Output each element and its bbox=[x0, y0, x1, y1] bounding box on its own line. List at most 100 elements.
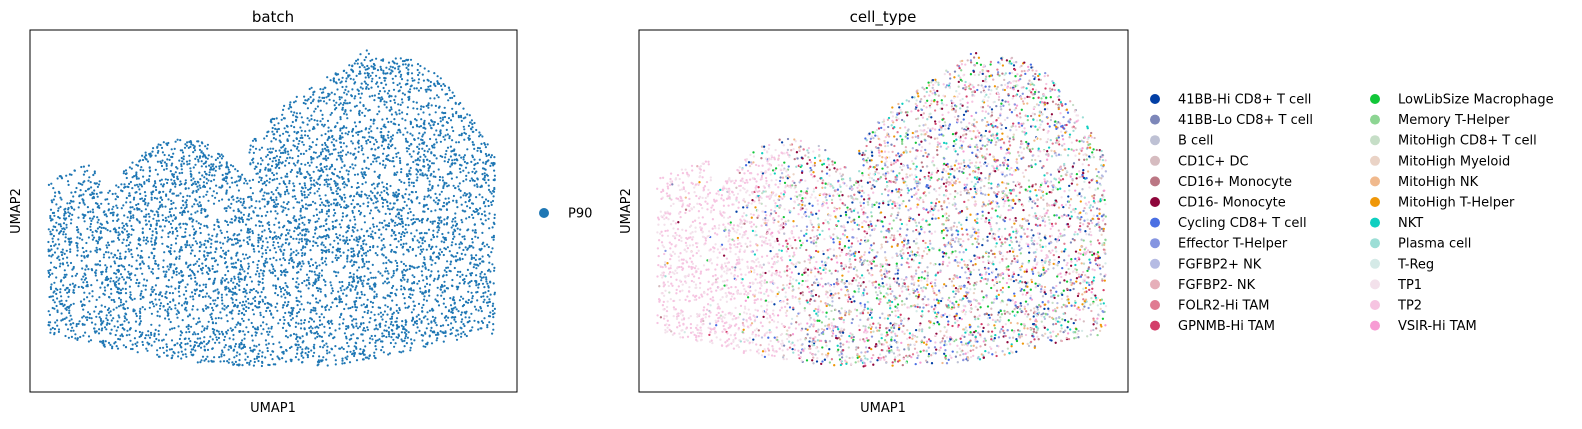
batch-scatter-point bbox=[138, 160, 141, 163]
batch-scatter-point bbox=[162, 259, 165, 262]
batch-scatter-point bbox=[439, 140, 442, 143]
batch-scatter-point bbox=[177, 290, 180, 293]
batch-scatter-point bbox=[455, 176, 458, 179]
batch-scatter-point bbox=[64, 240, 67, 243]
batch-scatter-point bbox=[303, 182, 306, 185]
batch-scatter-point bbox=[107, 341, 111, 344]
batch-scatter-point bbox=[307, 193, 310, 196]
batch-scatter-point bbox=[488, 255, 491, 258]
batch-scatter-point bbox=[382, 282, 385, 285]
batch-scatter-point bbox=[131, 187, 134, 190]
batch-scatter-point bbox=[438, 105, 441, 108]
batch-scatter-point bbox=[207, 360, 210, 363]
batch-scatter-point bbox=[231, 317, 234, 320]
batch-scatter-point bbox=[151, 268, 154, 271]
batch-scatter-point bbox=[131, 343, 134, 346]
batch-scatter-point bbox=[163, 225, 166, 228]
batch-scatter-point bbox=[141, 306, 144, 309]
batch-scatter-point bbox=[411, 282, 414, 285]
batch-scatter-point bbox=[333, 180, 336, 183]
batch-scatter-point bbox=[425, 232, 428, 235]
batch-scatter-point bbox=[304, 246, 307, 249]
batch-scatter-point bbox=[464, 316, 467, 319]
batch-scatter-point bbox=[427, 322, 430, 325]
batch-scatter-point bbox=[273, 117, 276, 121]
batch-scatter-point bbox=[410, 338, 413, 341]
batch-scatter-point bbox=[484, 219, 487, 222]
batch-scatter-point bbox=[194, 262, 197, 265]
batch-scatter-point bbox=[250, 198, 253, 202]
batch-scatter-point bbox=[404, 193, 407, 196]
batch-scatter-point bbox=[358, 352, 361, 355]
batch-scatter-point bbox=[418, 143, 421, 146]
batch-scatter-point bbox=[284, 289, 287, 292]
batch-scatter-point bbox=[171, 232, 174, 235]
batch-scatter-point bbox=[401, 225, 404, 228]
batch-scatter-point bbox=[255, 345, 258, 348]
batch-scatter-point bbox=[158, 324, 161, 327]
batch-scatter-point bbox=[333, 104, 336, 107]
batch-scatter-point bbox=[426, 177, 429, 180]
batch-scatter-point bbox=[100, 271, 103, 274]
batch-scatter-point bbox=[387, 259, 390, 262]
batch-scatter-point bbox=[185, 302, 189, 305]
batch-scatter-point bbox=[454, 186, 457, 190]
batch-scatter-point bbox=[338, 295, 341, 298]
batch-scatter-point bbox=[339, 254, 342, 257]
batch-scatter-point bbox=[144, 151, 147, 154]
batch-scatter-point bbox=[295, 296, 298, 299]
batch-scatter-point bbox=[344, 196, 347, 199]
batch-scatter-point bbox=[331, 152, 334, 155]
batch-scatter-point bbox=[179, 180, 182, 183]
batch-scatter-point bbox=[381, 221, 384, 225]
batch-scatter-point bbox=[152, 257, 155, 260]
batch-scatter-point bbox=[184, 143, 187, 146]
batch-scatter-point bbox=[286, 157, 289, 160]
batch-scatter-point bbox=[273, 124, 276, 127]
batch-scatter-point bbox=[301, 252, 304, 255]
batch-scatter-point bbox=[272, 244, 275, 247]
batch-scatter-point bbox=[264, 168, 267, 171]
batch-scatter-point bbox=[480, 150, 483, 154]
batch-scatter-point bbox=[237, 312, 240, 315]
batch-scatter-point bbox=[309, 311, 312, 314]
batch-scatter-point bbox=[48, 313, 52, 316]
batch-scatter-point bbox=[385, 335, 388, 339]
batch-scatter-point bbox=[325, 218, 328, 221]
batch-scatter-point bbox=[211, 174, 214, 177]
batch-scatter-point bbox=[392, 272, 395, 275]
batch-scatter-point bbox=[492, 323, 495, 326]
batch-scatter-point bbox=[100, 202, 103, 205]
batch-scatter-point bbox=[144, 194, 147, 197]
batch-scatter-point bbox=[428, 243, 431, 247]
batch-scatter-point bbox=[261, 159, 264, 162]
batch-scatter-point bbox=[180, 304, 184, 307]
batch-scatter-point bbox=[78, 237, 81, 240]
batch-scatter-point bbox=[178, 159, 181, 162]
batch-scatter-point bbox=[258, 275, 261, 278]
batch-scatter-point bbox=[223, 308, 226, 311]
batch-scatter-point bbox=[449, 155, 452, 158]
batch-scatter-point bbox=[325, 149, 328, 152]
batch-scatter-point bbox=[245, 292, 248, 295]
batch-scatter-point bbox=[167, 198, 170, 201]
batch-scatter-point bbox=[238, 179, 241, 182]
batch-scatter-point bbox=[452, 184, 455, 187]
batch-scatter-point bbox=[166, 265, 169, 268]
batch-scatter-point bbox=[427, 228, 431, 231]
batch-scatter-point bbox=[172, 299, 175, 302]
batch-scatter-point bbox=[202, 283, 205, 286]
batch-scatter-point bbox=[387, 333, 391, 336]
batch-scatter-point bbox=[103, 326, 107, 329]
batch-scatter-point bbox=[239, 273, 242, 276]
batch-scatter-point bbox=[273, 223, 276, 226]
batch-scatter-point bbox=[54, 191, 57, 194]
batch-scatter-point bbox=[256, 326, 259, 329]
batch-scatter-point bbox=[393, 345, 396, 348]
batch-scatter-point bbox=[413, 87, 416, 90]
batch-scatter-point bbox=[69, 237, 72, 240]
batch-scatter-point bbox=[281, 326, 285, 329]
batch-scatter-point bbox=[385, 101, 388, 104]
batch-scatter-point bbox=[134, 312, 138, 315]
batch-scatter-point bbox=[82, 193, 85, 196]
